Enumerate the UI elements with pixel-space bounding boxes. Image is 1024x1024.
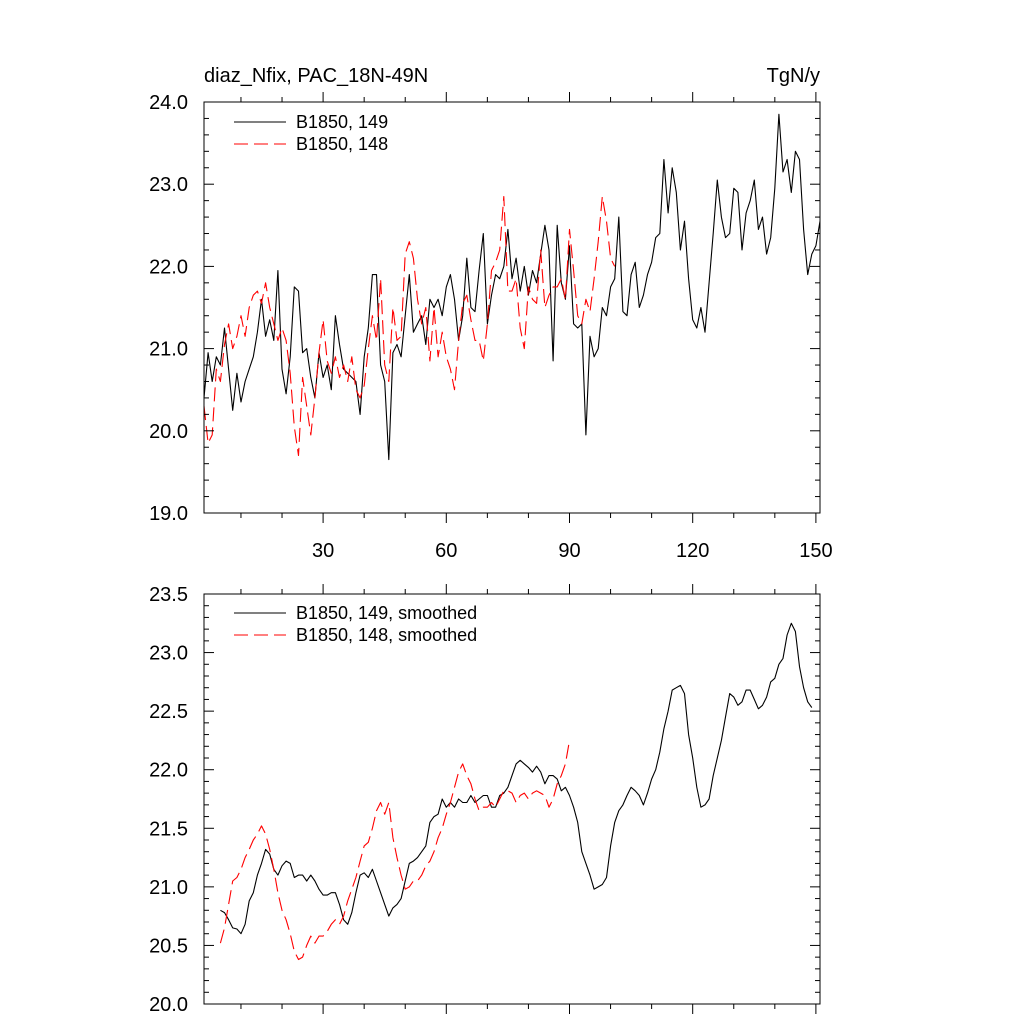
y-tick-label: 21.0 [149, 877, 188, 899]
y-tick-label: 20.5 [149, 935, 188, 957]
series-line-0-1 [203, 195, 616, 457]
legend-label-148: B1850, 148 [296, 134, 388, 154]
x-tick-label: 60 [435, 540, 457, 562]
y-tick-label: 22.0 [149, 760, 188, 782]
bottom-panel-lines [219, 622, 813, 961]
y-tick-label: 23.5 [149, 584, 188, 606]
legend-label-148-smoothed: B1850, 148, smoothed [296, 625, 477, 645]
top-panel-ticks: 19.0 20.0 21.0 22.0 23.0 24.0 30 60 90 120 150 [149, 92, 833, 562]
series-line-0-0 [203, 113, 821, 461]
panel-title-left: diaz_Nfix, PAC_18N-49N [204, 65, 428, 87]
top-panel-legend: B1850, 149 B1850, 148 [234, 112, 388, 154]
y-tick-label: 21.5 [149, 818, 188, 840]
y-tick-label: 23.0 [149, 643, 188, 665]
bottom-panel-frame [203, 593, 821, 1005]
x-tick-label: 150 [799, 540, 832, 562]
legend-label-149: B1850, 149 [296, 112, 388, 132]
y-tick-label: 22.0 [149, 256, 188, 278]
y-tick-label: 24.0 [149, 92, 188, 114]
bottom-panel: 20.0 20.5 21.0 21.5 22.0 22.5 23.0 23.5 B1850, … [149, 584, 821, 1016]
bottom-panel-ticks: 20.0 20.5 21.0 21.5 22.0 22.5 23.0 23.5 [149, 584, 820, 1016]
legend-label-149-smoothed: B1850, 149, smoothed [296, 603, 477, 623]
series-line-1-1 [219, 740, 571, 961]
top-panel: 19.0 20.0 21.0 22.0 23.0 24.0 30 60 90 120 150 B18… [149, 92, 833, 562]
y-tick-label: 23.0 [149, 174, 188, 196]
x-tick-label: 90 [558, 540, 580, 562]
panel-title-units: TgN/y [767, 65, 820, 87]
series-line-1-0 [220, 622, 813, 935]
y-tick-label: 22.5 [149, 701, 188, 723]
top-panel-frame [203, 101, 821, 514]
bottom-panel-legend: B1850, 149, smoothed B1850, 148, smoothe… [234, 603, 477, 645]
top-panel-lines [203, 113, 821, 461]
y-tick-label: 21.0 [149, 339, 188, 361]
x-tick-label: 120 [676, 540, 709, 562]
y-tick-label: 19.0 [149, 503, 188, 525]
y-tick-label: 20.0 [149, 994, 188, 1016]
y-tick-label: 20.0 [149, 421, 188, 443]
x-tick-label: 30 [312, 540, 334, 562]
